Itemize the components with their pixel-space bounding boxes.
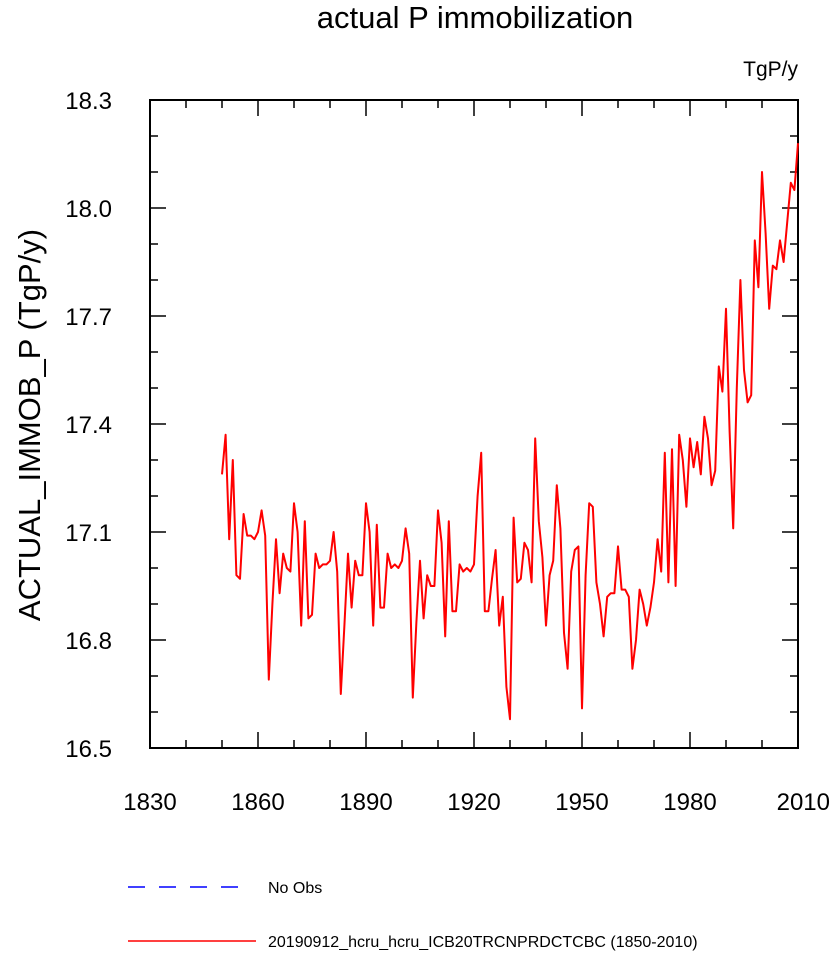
x-tick-label: 1830 (123, 789, 176, 816)
y-tick-label: 18.3 (65, 88, 112, 115)
x-tick-label: 1950 (555, 789, 608, 816)
x-tick-label: 1920 (447, 789, 500, 816)
legend-label-no-obs: No Obs (268, 880, 322, 897)
x-tick-label: 2010 (777, 789, 830, 816)
x-tick-labels: 1830 1860 1890 1920 1950 1980 2010 (123, 789, 830, 816)
series-group (221, 143, 799, 721)
legend: No Obs 20190912_hcru_hcru_ICB20TRCNPRDCT… (128, 880, 698, 951)
units-label: TgP/y (743, 58, 798, 81)
y-tick-label: 16.5 (65, 736, 112, 763)
plot-area: 1830 1860 1890 1920 1950 1980 2010 16.5 16.8 17.… (65, 88, 830, 816)
y-tick-label: 16.8 (65, 628, 112, 655)
x-tick-label: 1890 (339, 789, 392, 816)
x-tick-label: 1980 (663, 789, 716, 816)
legend-label-model: 20190912_hcru_hcru_ICB20TRCNPRDCTCBC (18… (268, 934, 698, 951)
y-tick-label: 17.7 (65, 304, 112, 331)
y-tick-label: 17.1 (65, 520, 112, 547)
y-tick-label: 18.0 (65, 196, 112, 223)
series-line-model (221, 143, 799, 721)
plot-frame (149, 99, 799, 749)
y-tick-labels: 16.5 16.8 17.1 17.4 17.7 18.0 18.3 (65, 88, 112, 763)
y-tick-label: 17.4 (65, 412, 112, 439)
x-tick-label: 1860 (231, 789, 284, 816)
chart-title: actual P immobilization (317, 0, 633, 35)
axis-ticks (149, 99, 799, 749)
y-axis-label: ACTUAL_IMMOB_P (TgP/y) (12, 229, 47, 621)
